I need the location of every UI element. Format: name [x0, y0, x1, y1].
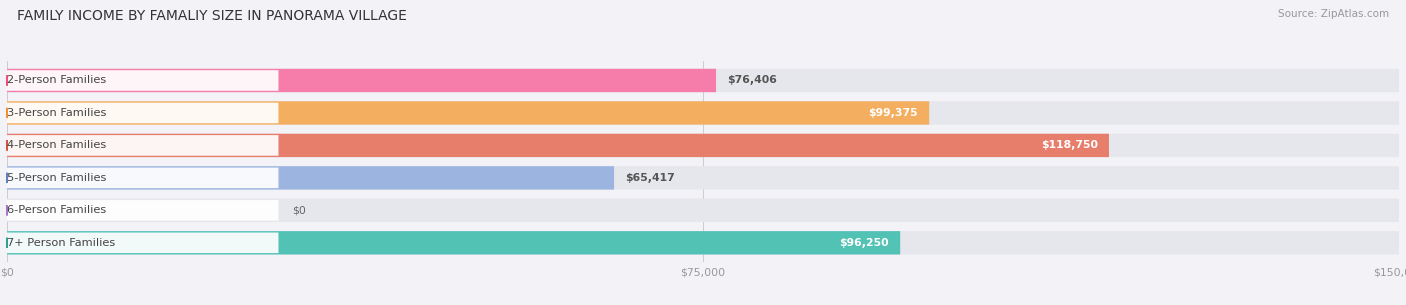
FancyBboxPatch shape [7, 134, 1109, 157]
FancyBboxPatch shape [7, 168, 278, 188]
Text: $118,750: $118,750 [1040, 140, 1098, 150]
FancyBboxPatch shape [7, 199, 1399, 222]
FancyBboxPatch shape [7, 134, 1399, 157]
FancyBboxPatch shape [7, 166, 1399, 190]
FancyBboxPatch shape [7, 231, 900, 254]
Text: 7+ Person Families: 7+ Person Families [7, 238, 115, 248]
Text: FAMILY INCOME BY FAMALIY SIZE IN PANORAMA VILLAGE: FAMILY INCOME BY FAMALIY SIZE IN PANORAM… [17, 9, 406, 23]
Text: $76,406: $76,406 [727, 75, 778, 85]
Text: 6-Person Families: 6-Person Families [7, 205, 107, 215]
FancyBboxPatch shape [7, 101, 929, 125]
FancyBboxPatch shape [7, 70, 278, 91]
FancyBboxPatch shape [7, 231, 1399, 254]
Text: 2-Person Families: 2-Person Families [7, 75, 107, 85]
FancyBboxPatch shape [7, 232, 278, 253]
FancyBboxPatch shape [7, 200, 278, 221]
FancyBboxPatch shape [7, 103, 278, 123]
FancyBboxPatch shape [7, 166, 614, 190]
Text: Source: ZipAtlas.com: Source: ZipAtlas.com [1278, 9, 1389, 19]
FancyBboxPatch shape [7, 69, 1399, 92]
FancyBboxPatch shape [7, 69, 716, 92]
FancyBboxPatch shape [7, 101, 1399, 125]
Text: 4-Person Families: 4-Person Families [7, 140, 107, 150]
FancyBboxPatch shape [7, 135, 278, 156]
Text: $0: $0 [292, 205, 307, 215]
Text: 3-Person Families: 3-Person Families [7, 108, 107, 118]
Text: 5-Person Families: 5-Person Families [7, 173, 107, 183]
Text: $65,417: $65,417 [626, 173, 675, 183]
Text: $99,375: $99,375 [869, 108, 918, 118]
Text: $96,250: $96,250 [839, 238, 889, 248]
